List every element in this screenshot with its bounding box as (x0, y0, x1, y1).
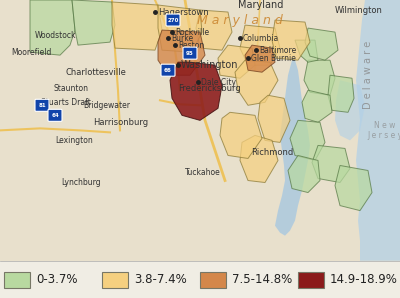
Text: Burke: Burke (171, 34, 193, 43)
Polygon shape (288, 156, 320, 193)
Text: Washington: Washington (181, 60, 238, 70)
Text: Dale City: Dale City (201, 78, 236, 87)
Polygon shape (304, 60, 335, 95)
Polygon shape (170, 62, 222, 120)
FancyBboxPatch shape (161, 64, 175, 76)
Text: 3.8-7.4%: 3.8-7.4% (134, 273, 187, 286)
Text: Harrisonburg: Harrisonburg (93, 118, 148, 127)
Polygon shape (305, 28, 338, 60)
Text: Charlottesville: Charlottesville (65, 68, 126, 77)
Text: Rockville: Rockville (175, 28, 209, 37)
Text: 64: 64 (51, 113, 59, 118)
Text: Lexington: Lexington (55, 136, 93, 145)
Text: Moorefield: Moorefield (11, 48, 51, 57)
Text: Wilmington: Wilmington (335, 6, 383, 15)
Polygon shape (158, 5, 202, 52)
Text: 66: 66 (164, 68, 172, 73)
Text: Reston: Reston (178, 41, 204, 50)
Bar (4, 272, 30, 288)
Polygon shape (312, 145, 350, 182)
FancyBboxPatch shape (183, 47, 197, 59)
Text: Woodstock: Woodstock (35, 31, 76, 40)
Text: Maryland: Maryland (238, 0, 283, 10)
Text: Glen Burnie: Glen Burnie (251, 54, 296, 63)
FancyBboxPatch shape (48, 109, 62, 121)
Polygon shape (30, 0, 75, 55)
Text: 0-3.7%: 0-3.7% (36, 273, 78, 286)
Polygon shape (112, 2, 162, 50)
Text: Richmond: Richmond (251, 148, 293, 157)
Text: Tuckahoe: Tuckahoe (185, 168, 221, 177)
Polygon shape (220, 112, 262, 159)
Polygon shape (302, 90, 332, 122)
Text: Columbia: Columbia (243, 34, 279, 43)
Text: Baltimore: Baltimore (259, 46, 296, 55)
Text: 81: 81 (38, 103, 46, 108)
Text: M a r y l a n d: M a r y l a n d (197, 13, 283, 27)
Text: 95: 95 (186, 51, 194, 56)
Bar (102, 272, 128, 288)
Polygon shape (356, 0, 400, 261)
Text: 270: 270 (167, 18, 179, 23)
Polygon shape (196, 10, 232, 50)
Text: 14.9-18.9%: 14.9-18.9% (330, 273, 398, 286)
Polygon shape (295, 40, 318, 62)
Text: 7.5-14.8%: 7.5-14.8% (232, 273, 292, 286)
Polygon shape (328, 75, 354, 112)
Polygon shape (275, 60, 310, 236)
Bar (200, 272, 226, 288)
Polygon shape (235, 60, 278, 105)
Text: Stuarts Draft: Stuarts Draft (41, 98, 91, 107)
Polygon shape (240, 25, 280, 65)
Polygon shape (272, 20, 310, 60)
Polygon shape (335, 165, 372, 211)
Polygon shape (290, 120, 325, 160)
Polygon shape (335, 80, 365, 140)
Bar (298, 272, 324, 288)
Polygon shape (72, 0, 115, 45)
Text: Lynchburg: Lynchburg (61, 178, 101, 187)
Polygon shape (245, 45, 275, 72)
Polygon shape (258, 95, 290, 142)
Text: N e w
J e r s e y: N e w J e r s e y (368, 121, 400, 140)
Text: Bridgewater: Bridgewater (83, 101, 130, 110)
Text: D e l a w a r e: D e l a w a r e (363, 41, 373, 109)
Text: Staunton: Staunton (53, 84, 88, 93)
FancyBboxPatch shape (35, 99, 49, 111)
FancyBboxPatch shape (166, 14, 180, 26)
Text: Hagerstown: Hagerstown (158, 7, 209, 16)
Polygon shape (158, 30, 205, 75)
Polygon shape (240, 135, 278, 182)
Polygon shape (218, 45, 255, 78)
Text: Fredericksburg: Fredericksburg (178, 84, 241, 93)
